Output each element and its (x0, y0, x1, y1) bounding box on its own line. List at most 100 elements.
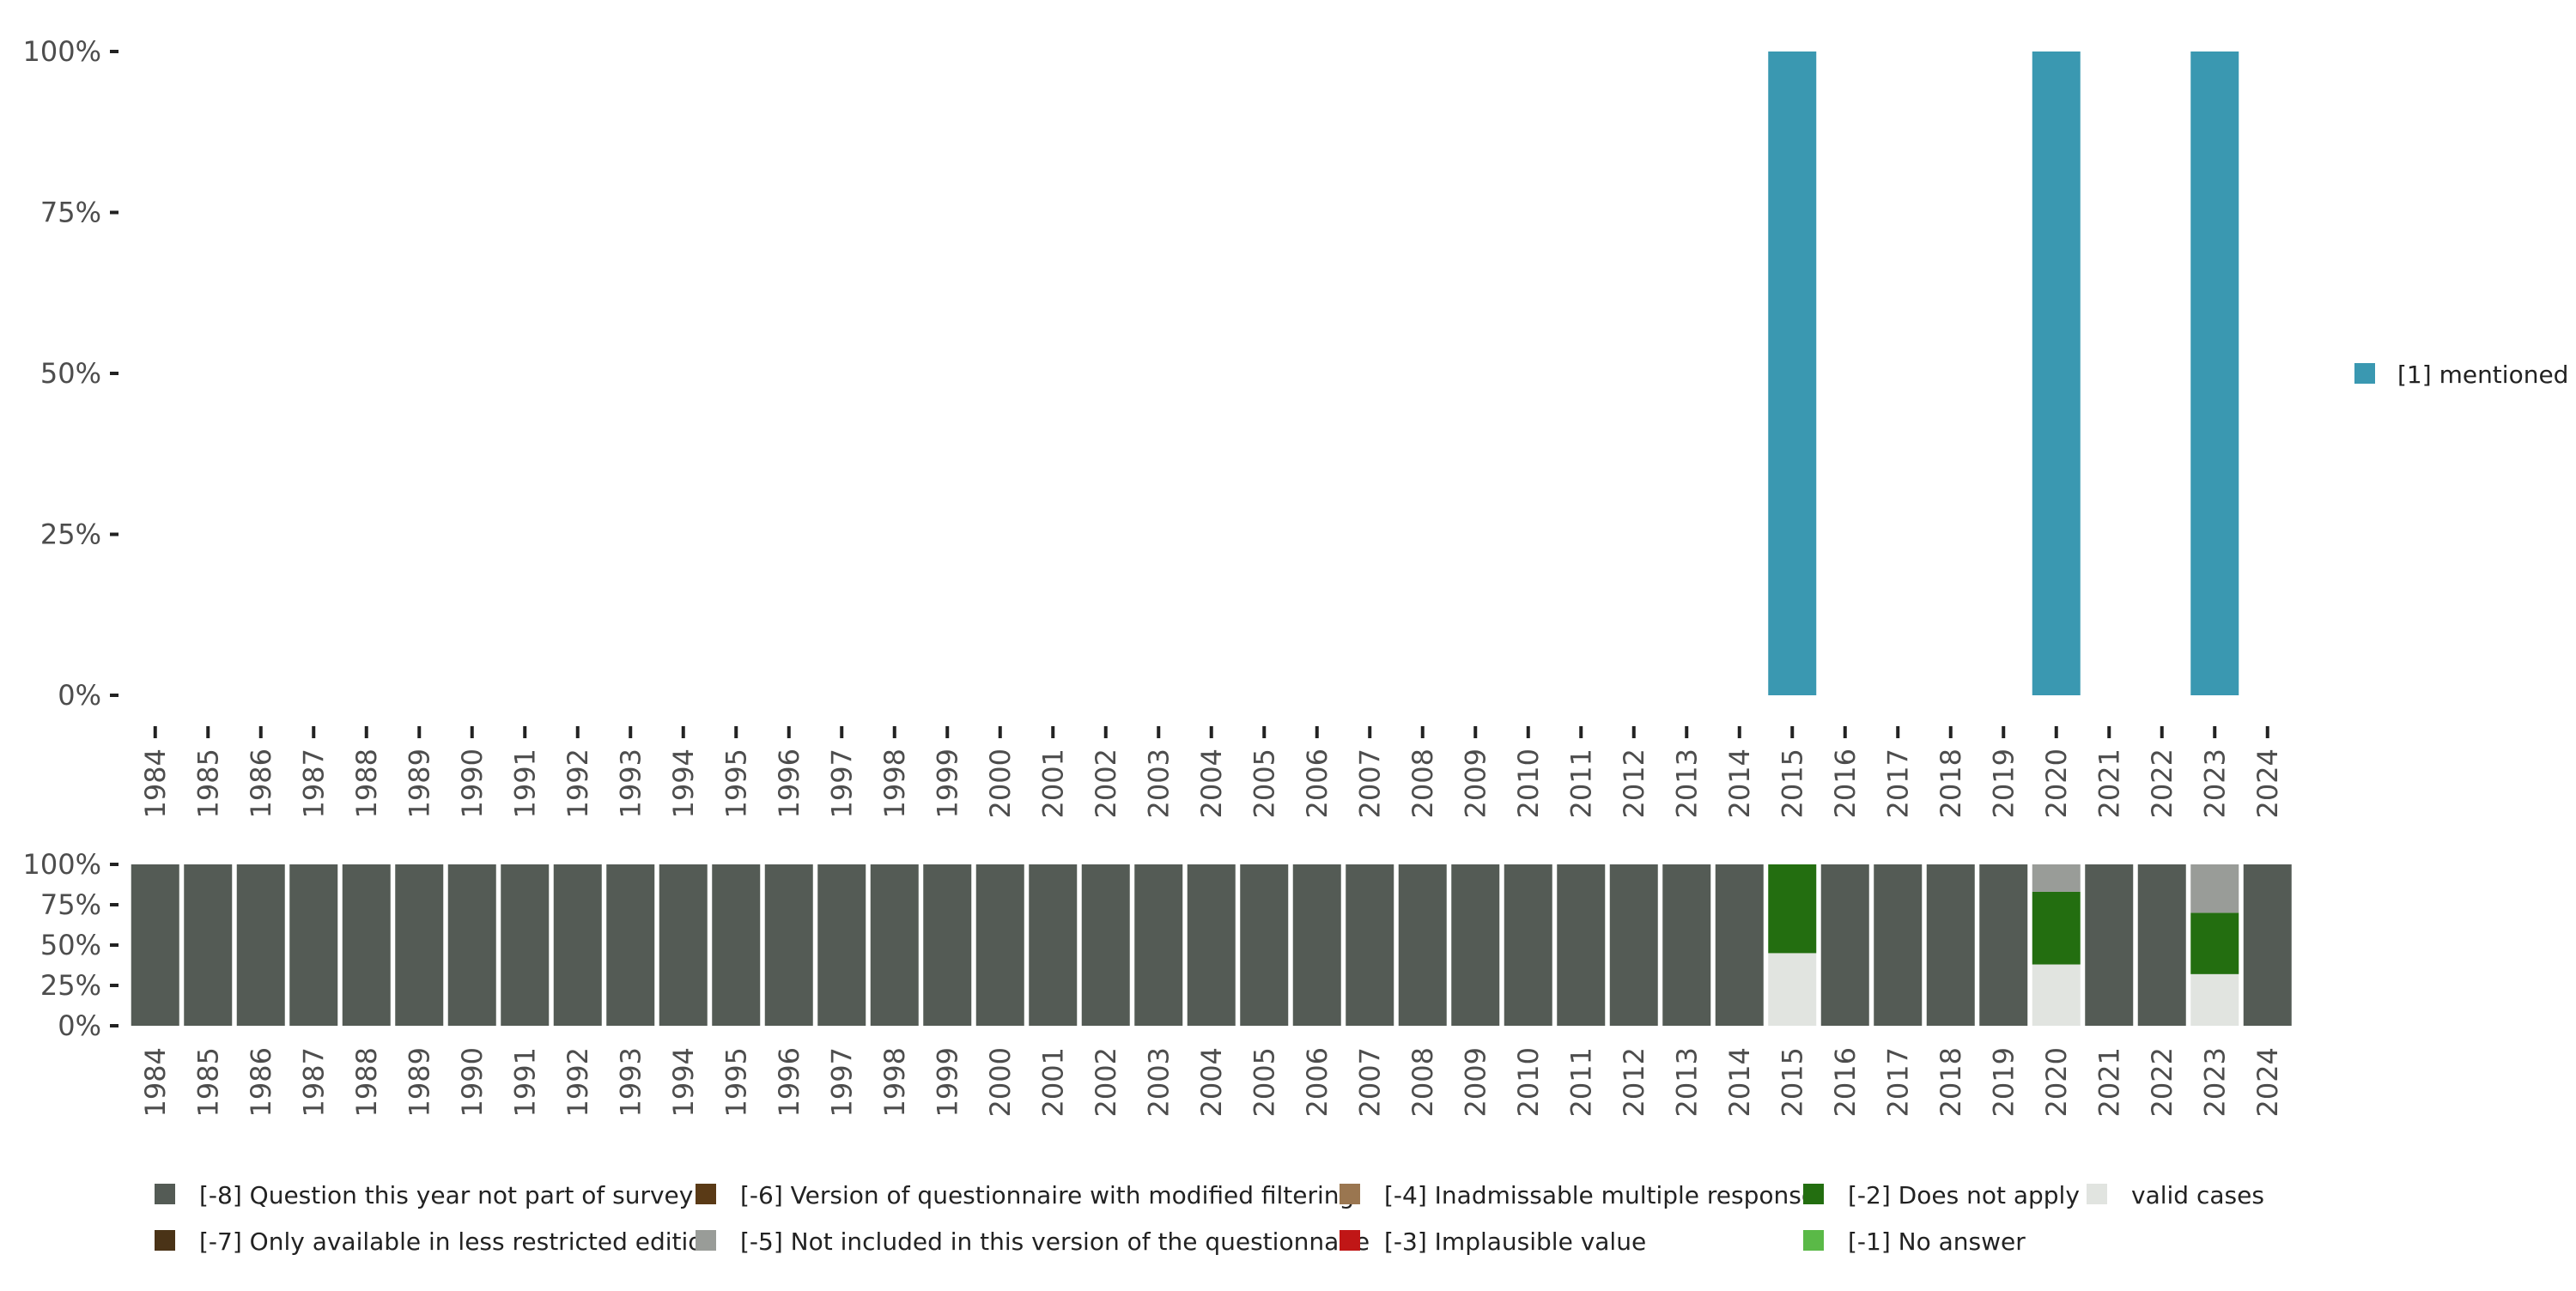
bottom-x-tick-label: 1993 (614, 1047, 647, 1117)
bottom-x-tick-label: 1987 (297, 1047, 330, 1117)
top-bar-2020 (2032, 52, 2081, 695)
top-x-tick-label: 2021 (2093, 749, 2125, 818)
top-x-tick-label: 2017 (1881, 749, 1914, 818)
bottom-x-tick-label: 2019 (1987, 1047, 2020, 1117)
bottom-bar-1995--8 (712, 864, 761, 1026)
legend-swatch--6 (696, 1184, 716, 1204)
bottom-bar-1988--8 (342, 864, 391, 1026)
bottom-x-tick-label: 2005 (1248, 1047, 1280, 1117)
bottom-bar-1986--8 (236, 864, 285, 1026)
bottom-bar-2022--8 (2137, 864, 2186, 1026)
top-x-tick-label: 1991 (508, 749, 541, 818)
top-bar-2015 (1768, 52, 1817, 695)
top-x-tick-label: 2006 (1301, 749, 1334, 818)
bottom-bar-2011--8 (1557, 864, 1606, 1026)
bottom-x-tick-label: 2017 (1881, 1047, 1914, 1117)
legend-swatch--1 (1803, 1230, 1824, 1251)
bottom-bar-2024--8 (2243, 864, 2292, 1026)
bottom-bar-2009--8 (1451, 864, 1500, 1026)
bottom-x-tick-label: 1986 (245, 1047, 277, 1117)
top-x-tick-label: 2007 (1353, 749, 1386, 818)
legend-label-valid: valid cases (2131, 1181, 2264, 1209)
top-x-tick-label: 1988 (350, 749, 383, 818)
top-x-tick-label: 1986 (245, 749, 277, 818)
bottom-bar-2023--2 (2190, 912, 2239, 974)
bottom-bar-2021--8 (2085, 864, 2134, 1026)
legend-label--3: [-3] Implausible value (1384, 1227, 1646, 1256)
legend-swatch--5 (696, 1230, 716, 1251)
legend-swatch--3 (1340, 1230, 1360, 1251)
top-y-tick-label: 75% (40, 197, 101, 229)
bottom-y-tick-label: 50% (40, 929, 101, 961)
bottom-x-tick-label: 2003 (1142, 1047, 1175, 1117)
legend-label--6: [-6] Version of questionnaire with modif… (740, 1181, 1354, 1209)
bottom-bar-2015--2 (1768, 864, 1817, 954)
top-x-tick-label: 1993 (614, 749, 647, 818)
bottom-bar-1998--8 (870, 864, 919, 1026)
bottom-x-tick-label: 2007 (1353, 1047, 1386, 1117)
bottom-bar-2018--8 (1926, 864, 1975, 1026)
top-x-tick-label: 1992 (562, 749, 594, 818)
bottom-x-tick-label: 1990 (456, 1047, 489, 1117)
bottom-x-tick-label: 1992 (562, 1047, 594, 1117)
bottom-x-tick-label: 2012 (1618, 1047, 1650, 1117)
bottom-bar-2004--8 (1187, 864, 1236, 1026)
bottom-bar-1984--8 (131, 864, 179, 1026)
bottom-x-tick-label: 2011 (1564, 1047, 1597, 1117)
top-x-tick-label: 2022 (2146, 749, 2178, 818)
top-x-tick-label: 2003 (1142, 749, 1175, 818)
bottom-bar-2010--8 (1504, 864, 1552, 1026)
bottom-bar-2015-valid (1768, 953, 1817, 1026)
bottom-bar-1997--8 (817, 864, 866, 1026)
bottom-x-tick-label: 2013 (1670, 1047, 1703, 1117)
bottom-x-tick-label: 2016 (1829, 1047, 1862, 1117)
bottom-x-tick-label: 2000 (984, 1047, 1017, 1117)
bottom-bar-1999--8 (923, 864, 972, 1026)
top-x-tick-label: 1994 (667, 749, 700, 818)
bottom-x-tick-label: 2023 (2198, 1047, 2231, 1117)
top-y-tick-label: 50% (40, 357, 101, 390)
top-x-tick-label: 2013 (1670, 749, 1703, 818)
top-x-tick-label: 1996 (773, 749, 805, 818)
bottom-x-tick-label: 1999 (931, 1047, 963, 1117)
bottom-bar-2003--8 (1134, 864, 1183, 1026)
bottom-bar-1996--8 (764, 864, 813, 1026)
top-x-tick-label: 2000 (984, 749, 1017, 818)
top-x-tick-label: 2014 (1723, 749, 1756, 818)
top-x-tick-label: 1998 (878, 749, 911, 818)
bottom-x-tick-label: 2008 (1406, 1047, 1439, 1117)
legend-label-mentioned: [1] mentioned (2397, 361, 2568, 389)
bottom-x-tick-label: 1989 (403, 1047, 435, 1117)
bottom-bar-1987--8 (289, 864, 338, 1026)
bottom-bar-1992--8 (553, 864, 602, 1026)
bottom-bar-1990--8 (447, 864, 496, 1026)
top-y-tick-label: 0% (58, 679, 101, 712)
bottom-bar-2023-valid (2190, 973, 2239, 1026)
bottom-y-tick-label: 100% (23, 848, 101, 881)
bottom-bar-1994--8 (659, 864, 708, 1026)
bottom-bar-2008--8 (1398, 864, 1447, 1026)
top-x-tick-label: 2024 (2251, 749, 2284, 818)
top-x-tick-label: 2008 (1406, 749, 1439, 818)
top-x-tick-label: 2023 (2198, 749, 2231, 818)
bottom-bar-2007--8 (1346, 864, 1394, 1026)
bottom-bar-2000--8 (975, 864, 1024, 1026)
top-x-tick-label: 2020 (2040, 749, 2073, 818)
legend-label--2: [-2] Does not apply (1848, 1181, 2080, 1209)
bottom-x-tick-label: 1995 (720, 1047, 752, 1117)
legend-swatch-mentioned (2354, 363, 2375, 384)
bottom-bar-1991--8 (501, 864, 550, 1026)
bottom-x-tick-label: 2020 (2040, 1047, 2073, 1117)
top-x-tick-label: 2005 (1248, 749, 1280, 818)
bottom-bar-2012--8 (1609, 864, 1658, 1026)
legend-swatch--2 (1803, 1184, 1824, 1204)
top-x-tick-label: 2011 (1564, 749, 1597, 818)
bottom-y-tick-label: 75% (40, 888, 101, 921)
bottom-bar-2016--8 (1820, 864, 1869, 1026)
bottom-bar-2005--8 (1240, 864, 1289, 1026)
top-y-tick-label: 100% (23, 35, 101, 68)
top-x-tick-label: 2012 (1618, 749, 1650, 818)
bottom-bar-2019--8 (1979, 864, 2028, 1026)
legend-swatch-valid (2087, 1184, 2107, 1204)
bottom-bar-2006--8 (1292, 864, 1341, 1026)
